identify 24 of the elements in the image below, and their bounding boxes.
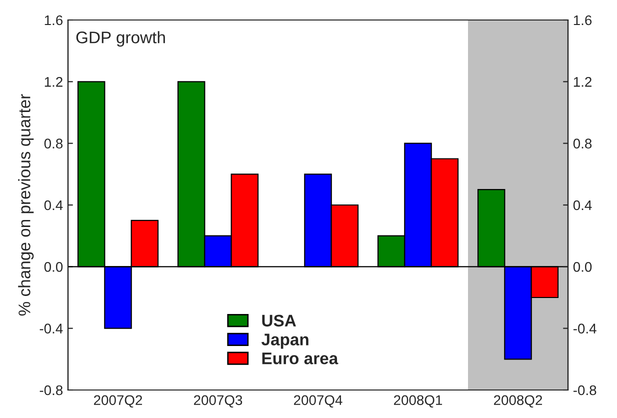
x-tick-label: 2008Q2 <box>494 395 542 408</box>
y2-tick-label: 1.2 <box>574 77 592 87</box>
y2-tick-label: -0.8 <box>573 385 596 396</box>
y-tick-label: -0.8 <box>40 385 63 396</box>
legend-label: USA <box>262 314 296 327</box>
y-tick-label: 0.8 <box>44 138 63 149</box>
y-tick-label: 0.0 <box>44 262 63 272</box>
y2-tick-label: -0.4 <box>573 324 596 334</box>
y-tick-label: -0.4 <box>40 324 63 334</box>
legend-label: Japan <box>261 334 308 349</box>
y-tick-label: 1.6 <box>44 15 63 26</box>
y-tick-label: 1.2 <box>44 77 62 87</box>
x-tick-label: 2008Q1 <box>394 395 442 408</box>
text: GDP growth <box>76 31 165 47</box>
y2-tick-label: 0.8 <box>573 138 592 149</box>
legend-label: Euro area <box>262 352 338 364</box>
y-tick-label: 0.4 <box>44 200 63 210</box>
x-tick-label: 2007Q2 <box>94 395 142 408</box>
y2-tick-label: 0.0 <box>573 262 592 272</box>
y2-tick-label: 0.4 <box>573 200 592 210</box>
y2-tick-label: 1.6 <box>574 15 592 26</box>
y-axis-title: % change on previous quarter <box>18 94 34 316</box>
x-tick-label: 2007Q3 <box>194 395 242 408</box>
x-tick-label: 2007Q4 <box>294 395 342 408</box>
